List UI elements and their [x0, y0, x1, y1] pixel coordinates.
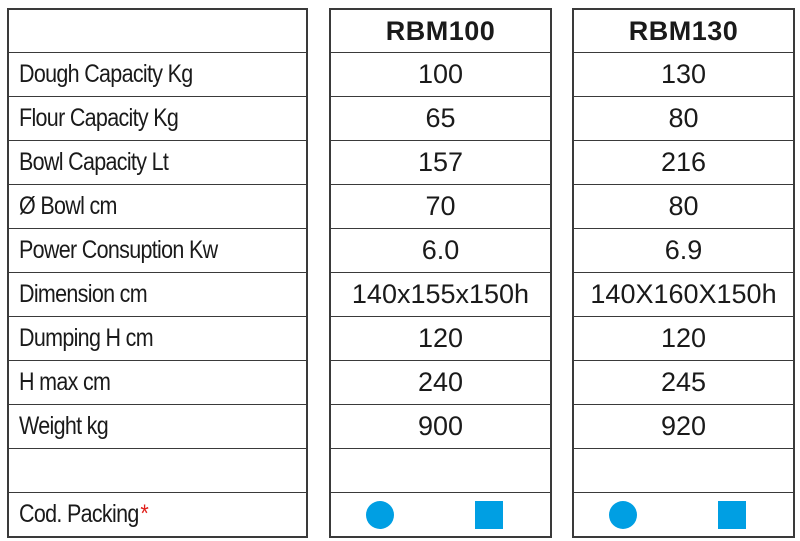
square-icon — [475, 500, 503, 529]
value-cell: 157 — [331, 140, 550, 184]
model-header: RBM130 — [628, 15, 739, 46]
circle-icon — [609, 500, 637, 529]
row-label: Dough Capacity Kg — [9, 52, 306, 96]
value-cell: 6.0 — [331, 228, 550, 272]
value-cell: 245 — [574, 360, 793, 404]
row-label: Bowl Capacity Lt — [9, 140, 306, 184]
value-cell: 80 — [574, 184, 793, 228]
value-cell: 900 — [331, 404, 550, 448]
value-cell: 240 — [331, 360, 550, 404]
label-column: Dough Capacity Kg Flour Capacity Kg Bowl… — [7, 8, 308, 538]
value-cell: 120 — [574, 316, 793, 360]
circle-icon — [366, 500, 394, 529]
packing-icons-cell — [574, 492, 793, 536]
row-label: Weight kg — [9, 404, 306, 448]
asterisk-mark: * — [140, 500, 149, 528]
header-empty-cell — [9, 10, 306, 52]
value-cell: 6.9 — [574, 228, 793, 272]
row-label: Flour Capacity Kg — [9, 96, 306, 140]
value-cell: 65 — [331, 96, 550, 140]
empty-row-label — [9, 448, 306, 492]
square-icon — [718, 500, 746, 529]
model-header: RBM100 — [385, 15, 496, 46]
value-cell: 100 — [331, 52, 550, 96]
value-cell: 70 — [331, 184, 550, 228]
row-label: Power Consuption Kw — [9, 228, 306, 272]
packing-label: Cod. Packing — [19, 500, 139, 528]
model-column-rbm130: RBM130 130 80 216 80 6.9 140X160X150h 12… — [572, 8, 795, 538]
row-label: Ø Bowl cm — [9, 184, 306, 228]
value-cell: 216 — [574, 140, 793, 184]
empty-value-cell — [574, 448, 793, 492]
empty-value-cell — [331, 448, 550, 492]
packing-label-cell: Cod. Packing* — [9, 492, 306, 536]
row-label: Dumping H cm — [9, 316, 306, 360]
model-column-rbm100: RBM100 100 65 157 70 6.0 140x155x150h 12… — [329, 8, 552, 538]
value-cell: 140X160X150h — [574, 272, 793, 316]
value-cell: 120 — [331, 316, 550, 360]
value-cell: 920 — [574, 404, 793, 448]
packing-icons-cell — [331, 492, 550, 536]
row-label: Dimension cm — [9, 272, 306, 316]
value-cell: 80 — [574, 96, 793, 140]
row-label: H max cm — [9, 360, 306, 404]
value-cell: 130 — [574, 52, 793, 96]
value-cell: 140x155x150h — [331, 272, 550, 316]
